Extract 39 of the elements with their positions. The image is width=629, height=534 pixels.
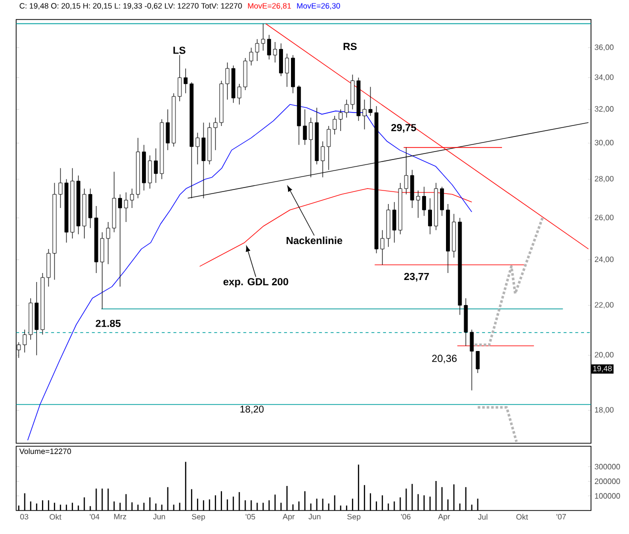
annotation: RS [344, 42, 357, 50]
candlestick [261, 23, 266, 51]
candlestick [273, 42, 278, 63]
candlestick [344, 99, 349, 118]
candlestick [285, 53, 289, 88]
annotation: 29,75 [391, 124, 416, 133]
annotation: exp. GDL 200 [223, 278, 288, 288]
candlestick [148, 155, 152, 189]
ref-line-label: 18,20 [240, 406, 264, 414]
candlestick [184, 68, 188, 94]
candlestick [332, 116, 337, 135]
candlestick [267, 34, 272, 60]
candlestick [338, 109, 343, 132]
annotation: 23,77 [404, 272, 429, 282]
candlestick [196, 132, 200, 165]
line-series [199, 188, 472, 267]
candlestick [416, 190, 420, 218]
candlestick [422, 186, 426, 216]
candlestick [362, 99, 366, 130]
candlestick [428, 198, 432, 235]
candlestick [106, 222, 110, 265]
candlestick [124, 192, 128, 222]
candlestick [214, 117, 218, 150]
annotation: LS [173, 46, 186, 54]
annotation: 21.85 [96, 320, 121, 328]
candlestick [225, 62, 230, 100]
candlestick [58, 168, 62, 208]
annotation: Nackenlinie [286, 236, 342, 244]
candlestick [279, 43, 283, 76]
candlestick [380, 230, 384, 266]
candlestick [154, 148, 158, 184]
candlestick [118, 194, 122, 287]
line-series [27, 104, 472, 441]
candlestick [130, 188, 134, 208]
candlestick [368, 86, 372, 116]
candlestick [302, 109, 307, 146]
candlestick [440, 186, 444, 216]
annotation: 20,36 [432, 354, 457, 364]
candlestick [350, 74, 355, 110]
